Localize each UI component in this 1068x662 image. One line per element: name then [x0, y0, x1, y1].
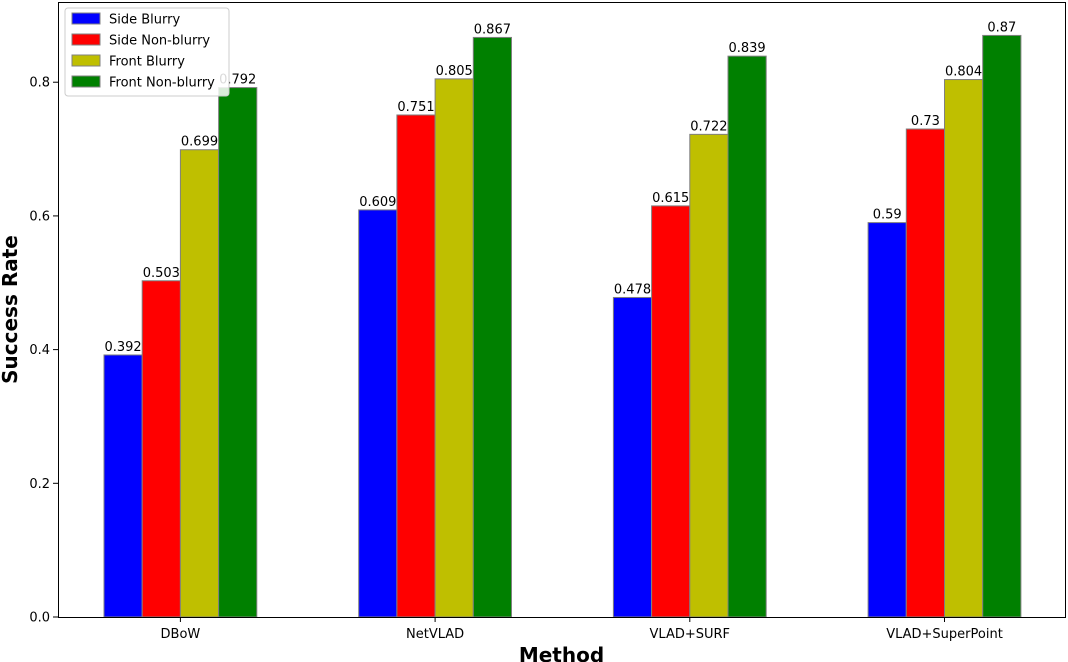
bar-front-blurry-vlad-superpoint: [944, 79, 984, 618]
plot-frame: [58, 2, 1066, 618]
bar-front-blurry-dbow: [179, 149, 220, 618]
y-tick-label: 0.2: [29, 477, 50, 492]
legend-swatch: [71, 33, 101, 46]
y-axis-title: Success Rate: [0, 235, 22, 384]
bars-layer: [103, 34, 1022, 618]
y-tick-label: 0.6: [29, 209, 50, 224]
bar-value-label: 0.722: [690, 119, 727, 134]
x-axis: DBoW NetVLAD VLAD+SURF VLAD+SuperPoint: [161, 617, 1003, 642]
bar-value-label: 0.804: [945, 65, 982, 80]
bar-value-label: 0.609: [359, 195, 396, 210]
y-tick-label: 0.0: [29, 611, 50, 626]
x-tick-label: DBoW: [161, 627, 201, 642]
x-axis-title: Method: [519, 643, 604, 662]
x-tick-label: NetVLAD: [406, 627, 464, 642]
bar-side-non-blurry-dbow: [141, 280, 181, 618]
x-tick-label: VLAD+SuperPoint: [886, 627, 1003, 642]
bar-value-label: 0.751: [397, 100, 434, 115]
bar-value-label: 0.699: [181, 135, 218, 150]
legend-label: Side Blurry: [109, 13, 180, 28]
legend-box: [64, 7, 230, 97]
y-tick-label: 0.8: [29, 76, 50, 91]
x-tick-label: VLAD+SURF: [650, 627, 731, 642]
bar-value-label: 0.839: [728, 41, 765, 56]
bar-value-label: 0.867: [474, 22, 511, 37]
bar-value-label: 0.73: [911, 114, 940, 129]
bar-front-non-blurry-netvlad: [472, 36, 512, 618]
bar-value-label: 0.87: [987, 20, 1016, 35]
bar-front-non-blurry-vlad-surf: [727, 55, 767, 618]
legend: Side Blurry Side Non-blurry Front Blurry Fr…: [64, 7, 230, 97]
y-tick-label: 0.4: [29, 343, 50, 358]
bar-value-label: 0.503: [143, 266, 180, 281]
bar-value-label: 0.615: [652, 191, 689, 206]
legend-swatch: [71, 12, 101, 25]
bar-value-label: 0.805: [436, 64, 473, 79]
legend-swatch: [71, 75, 101, 88]
legend-swatch: [71, 54, 101, 67]
legend-label: Front Non-blurry: [109, 76, 215, 91]
legend-label: Front Blurry: [109, 55, 185, 70]
bar-side-non-blurry-netvlad: [396, 114, 436, 618]
y-axis: 0.0 0.2 0.4 0.6 0.8: [29, 76, 58, 626]
bar-front-blurry-netvlad: [434, 78, 474, 618]
bar-value-label: 0.478: [614, 282, 651, 297]
bar-side-blurry-vlad-superpoint: [867, 222, 907, 618]
bar-front-blurry-vlad-surf: [689, 133, 729, 618]
bar-side-non-blurry-vlad-superpoint: [905, 128, 945, 618]
bar-side-blurry-dbow: [103, 354, 143, 618]
bar-side-blurry-netvlad: [358, 209, 398, 618]
bar-value-labels: 0.3920.5030.6990.7920.6090.7510.8050.867…: [104, 20, 1016, 355]
bar-value-label: 0.392: [104, 340, 141, 355]
bar-front-non-blurry-vlad-superpoint: [982, 34, 1022, 618]
legend-label: Side Non-blurry: [109, 34, 210, 49]
bar-value-label: 0.59: [873, 208, 902, 223]
bar-side-non-blurry-vlad-surf: [651, 205, 691, 618]
bar-side-blurry-vlad-surf: [612, 296, 653, 618]
bar-front-non-blurry-dbow: [218, 87, 258, 618]
